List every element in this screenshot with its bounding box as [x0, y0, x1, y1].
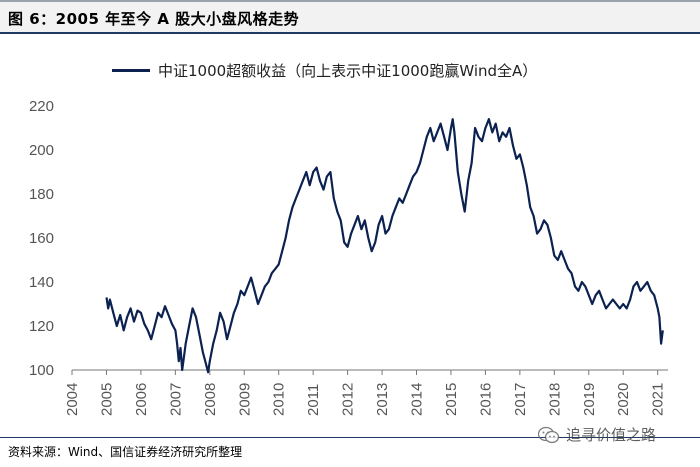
- x-tick-label: 2009: [236, 383, 253, 416]
- x-tick-label: 2004: [64, 383, 81, 416]
- watermark-text: 追寻价值之路: [566, 426, 657, 444]
- x-tick-label: 2010: [271, 383, 288, 416]
- x-tick-label: 2007: [167, 383, 184, 416]
- x-tick-label: 2013: [374, 383, 391, 416]
- x-tick-label: 2012: [340, 383, 357, 416]
- x-tick-label: 2011: [305, 384, 322, 416]
- x-tick-label: 2006: [133, 383, 150, 416]
- legend-swatch: [112, 68, 150, 72]
- y-tick-label: 120: [29, 318, 54, 335]
- y-tick-label: 160: [29, 230, 54, 247]
- x-tick-label: 2014: [409, 383, 426, 416]
- y-tick-label: 140: [29, 274, 54, 291]
- watermark: 追寻价值之路: [537, 424, 657, 445]
- wechat-icon: [537, 426, 560, 444]
- source-note: 资料来源：Wind、国信证券经济研究所整理: [8, 445, 243, 459]
- x-tick-label: 2019: [581, 383, 598, 416]
- source-divider: [0, 437, 700, 438]
- x-tick-label: 2020: [615, 383, 632, 416]
- x-tick-label: 2016: [477, 383, 494, 416]
- x-tick-label: 2015: [443, 383, 460, 416]
- figure-title: 图 6：2005 年至今 A 股大小盘风格走势: [8, 10, 300, 28]
- x-tick-label: 2005: [98, 383, 115, 416]
- y-tick-label: 180: [29, 186, 54, 203]
- x-tick-label: 2008: [202, 383, 219, 416]
- series-line: [105, 118, 664, 374]
- legend: 中证1000超额收益（向上表示中证1000跑赢Wind全A）: [112, 60, 537, 80]
- x-tick-label: 2021: [650, 383, 667, 416]
- y-tick-label: 100: [29, 362, 54, 379]
- x-tick-label: 2018: [546, 383, 563, 416]
- y-tick-label: 220: [29, 98, 54, 115]
- y-tick-label: 200: [29, 142, 54, 159]
- legend-label: 中证1000超额收益（向上表示中证1000跑赢Wind全A）: [158, 61, 538, 80]
- title-bar: 图 6：2005 年至今 A 股大小盘风格走势: [0, 0, 700, 34]
- x-tick-label: 2017: [512, 383, 529, 416]
